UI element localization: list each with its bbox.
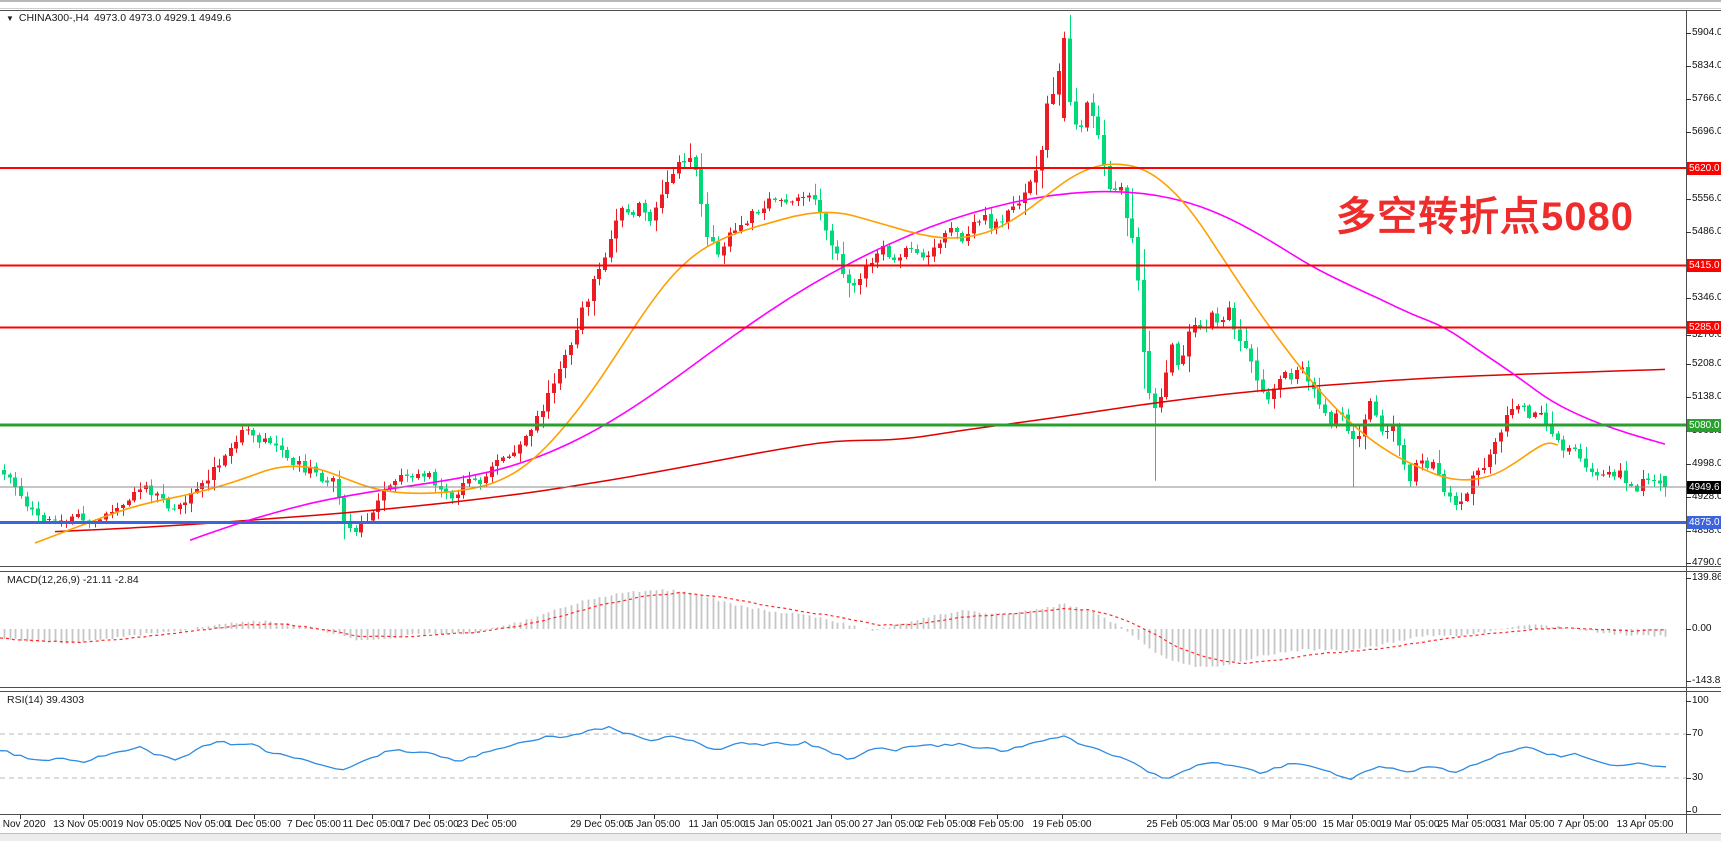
date-axis-label[interactable]: 5 Jan 05:00 — [627, 819, 681, 830]
date-axis-label[interactable]: 7 Dec 05:00 — [287, 819, 341, 830]
price-axis-label: 5346.0 — [1692, 292, 1721, 304]
date-axis-label[interactable]: 2 Feb 05:00 — [918, 819, 972, 830]
price-axis-label: 5138.0 — [1692, 391, 1721, 403]
price-axis-label: 5556.0 — [1692, 192, 1721, 204]
candles-bear — [2, 38, 1667, 533]
ohlc-values: 4973.0 4973.0 4929.1 4949.6 — [93, 12, 232, 24]
symbol-info[interactable]: ▼ CHINA300-,H4 4973.0 4973.0 4929.1 4949… — [6, 12, 231, 24]
price-tag[interactable]: 4949.6 — [1687, 480, 1721, 494]
date-axis-label[interactable]: 9 Nov 2020 — [0, 819, 46, 830]
date-axis-label[interactable]: 3 Mar 05:00 — [1204, 819, 1258, 830]
date-axis-label[interactable]: 25 Nov 05:00 — [170, 819, 230, 830]
date-axis-label[interactable]: 11 Dec 05:00 — [342, 819, 402, 830]
macd-indicator-label: MACD(12,26,9) -21.11 -2.84 — [7, 574, 139, 586]
price-tag[interactable]: 5415.0 — [1687, 259, 1721, 273]
macd-histogram — [3, 589, 1667, 667]
rsi-axis-label: 30 — [1692, 772, 1704, 783]
date-axis-label[interactable]: 25 Feb 05:00 — [1146, 819, 1206, 830]
date-axis-label[interactable]: 19 Mar 05:00 — [1380, 819, 1440, 830]
date-axis-label[interactable]: 1 Dec 05:00 — [227, 819, 281, 830]
price-axis-label: 4790.0 — [1692, 556, 1721, 568]
rsi-axis-label: 0 — [1692, 805, 1698, 816]
ma-fast-line[interactable] — [34, 163, 1559, 544]
rsi-line — [0, 725, 1667, 781]
price-tag[interactable]: 4875.0 — [1687, 516, 1721, 530]
date-axis-label[interactable]: 29 Dec 05:00 — [570, 819, 630, 830]
rsi-axis-label: 70 — [1692, 728, 1704, 739]
date-axis-label[interactable]: 25 Mar 05:00 — [1437, 819, 1497, 830]
rsi-axis-label: 100 — [1692, 695, 1709, 706]
symbol-period-label: CHINA300-,H4 — [18, 12, 89, 24]
price-axis-label: 5486.0 — [1692, 225, 1721, 237]
price-axis-label: 5834.0 — [1692, 60, 1721, 72]
macd-axis-label: 0.00 — [1692, 623, 1712, 634]
price-axis-label: 5270.0 — [1692, 328, 1721, 340]
symbol-dropdown-icon[interactable]: ▼ — [6, 13, 14, 23]
date-axis-label[interactable]: 19 Feb 05:00 — [1032, 819, 1092, 830]
date-axis-label[interactable]: 23 Dec 05:00 — [457, 819, 517, 830]
macd-signal-line — [0, 591, 1665, 665]
date-axis-label[interactable]: 11 Jan 05:00 — [688, 819, 746, 830]
price-axis-label: 4928.0 — [1692, 491, 1721, 503]
price-axis-label: 5766.0 — [1692, 92, 1721, 104]
date-axis-label[interactable]: 15 Jan 05:00 — [744, 819, 802, 830]
date-axis-label[interactable]: 31 Mar 05:00 — [1495, 819, 1555, 830]
date-axis-label[interactable]: 15 Mar 05:00 — [1322, 819, 1382, 830]
date-axis-label[interactable]: 13 Nov 05:00 — [53, 819, 113, 830]
macd-axis-label: 139.86 — [1692, 571, 1721, 583]
price-axis-label: 5696.0 — [1692, 125, 1721, 137]
price-axis-label: 4858.0 — [1692, 524, 1721, 536]
date-axis-label[interactable]: 19 Nov 05:00 — [112, 819, 172, 830]
macd-axis-label: -143.82 — [1692, 675, 1721, 687]
date-axis-label[interactable]: 9 Mar 05:00 — [1263, 819, 1317, 830]
price-tag[interactable]: 5285.0 — [1687, 320, 1721, 334]
price-axis-label: 5208.0 — [1692, 358, 1721, 370]
date-axis-label[interactable]: 21 Jan 05:00 — [802, 819, 860, 830]
date-axis-label[interactable]: 17 Dec 05:00 — [399, 819, 459, 830]
rsi-indicator-label: RSI(14) 39.4303 — [7, 694, 85, 706]
date-axis-label[interactable]: 27 Jan 05:00 — [862, 819, 920, 830]
date-axis-label[interactable]: 7 Apr 05:00 — [1557, 819, 1609, 830]
price-tag[interactable]: 5080.0 — [1687, 418, 1721, 432]
date-axis-label[interactable]: 13 Apr 05:00 — [1616, 819, 1674, 830]
annotation-text[interactable]: 多空转折点5080 — [1336, 195, 1634, 239]
candles-bull — [47, 38, 1645, 533]
price-axis-label: 5904.0 — [1692, 27, 1721, 38]
price-tag[interactable]: 5620.0 — [1687, 161, 1721, 175]
window-top-border — [0, 0, 1721, 9]
ma-mid-line[interactable] — [189, 190, 1666, 541]
window-bottom-border — [0, 833, 1721, 841]
ma-slow-line[interactable] — [54, 368, 1666, 533]
price-axis-label: 4998.0 — [1692, 458, 1721, 470]
date-axis-label[interactable]: 8 Feb 05:00 — [970, 819, 1024, 830]
